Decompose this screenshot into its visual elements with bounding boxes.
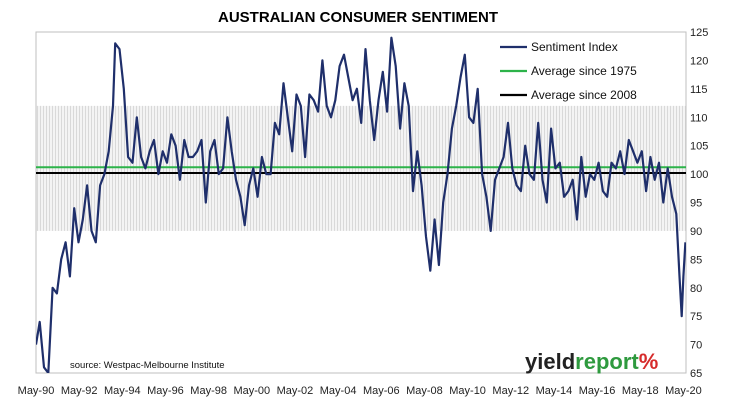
legend-label: Average since 2008: [531, 88, 637, 102]
x-tick-label: May-02: [277, 385, 314, 397]
y-tick-label: 90: [690, 226, 702, 238]
plot-area: [35, 31, 687, 374]
y-tick-label: 65: [690, 368, 702, 380]
x-tick-label: May-06: [363, 385, 400, 397]
x-tick-label: May-14: [536, 385, 573, 397]
y-tick-label: 120: [690, 55, 708, 67]
x-tick-label: May-94: [104, 385, 141, 397]
svg-text:yieldreport%: yieldreport%: [525, 349, 658, 374]
x-tick-label: May-98: [190, 385, 227, 397]
x-tick-label: May-10: [449, 385, 486, 397]
axes: 65 70 75 80 85 90 95 100 105 110 115 120 125 May-90 Ma…: [18, 27, 709, 397]
shaded-band: [36, 105, 686, 231]
x-tick-label: May-16: [579, 385, 616, 397]
y-tick-label: 85: [690, 254, 702, 266]
y-tick-label: 95: [690, 198, 702, 210]
legend-item-background: [497, 62, 647, 78]
chart-title: AUSTRALIAN CONSUMER SENTIMENT: [218, 9, 498, 26]
brand-text-yield: yield: [525, 349, 575, 374]
plot-frame: [35, 31, 687, 374]
brand-percent-symbol: %: [639, 349, 659, 374]
y-tick-label: 105: [690, 141, 708, 153]
x-tick-label: May-00: [233, 385, 270, 397]
x-tick-label: May-20: [665, 385, 702, 397]
x-tick-label: May-90: [18, 385, 55, 397]
brand-logo: yieldreport%: [525, 349, 658, 374]
y-tick-label: 110: [690, 112, 708, 124]
legend-label: Average since 1975: [531, 64, 637, 78]
y-tick-label: 125: [690, 27, 708, 39]
source-note: source: Westpac-Melbourne Institute: [70, 360, 225, 371]
brand-text-report: report: [575, 349, 639, 374]
legend-item-background: [497, 86, 647, 102]
x-tick-label: May-12: [492, 385, 529, 397]
y-tick-label: 115: [690, 84, 708, 96]
legend-item-average-1975: Average since 1975: [497, 62, 647, 78]
legend-item-sentiment-index: Sentiment Index: [497, 38, 647, 54]
sentiment-index-line: [36, 36, 686, 373]
x-tick-label: May-18: [622, 385, 659, 397]
y-tick-label: 100: [690, 169, 708, 181]
x-tick-label: May-08: [406, 385, 443, 397]
legend-item-background: [497, 38, 647, 54]
y-tick-label: 80: [690, 283, 702, 295]
legend-item-average-2008: Average since 2008: [497, 86, 647, 102]
y-tick-label: 75: [690, 311, 702, 323]
x-tick-label: May-92: [61, 385, 98, 397]
y-tick-label: 70: [690, 340, 702, 352]
x-tick-label: May-04: [320, 385, 357, 397]
legend-label: Sentiment Index: [531, 40, 618, 54]
x-tick-label: May-96: [147, 385, 184, 397]
legend: Sentiment Index Average since 1975 Average…: [497, 38, 647, 102]
